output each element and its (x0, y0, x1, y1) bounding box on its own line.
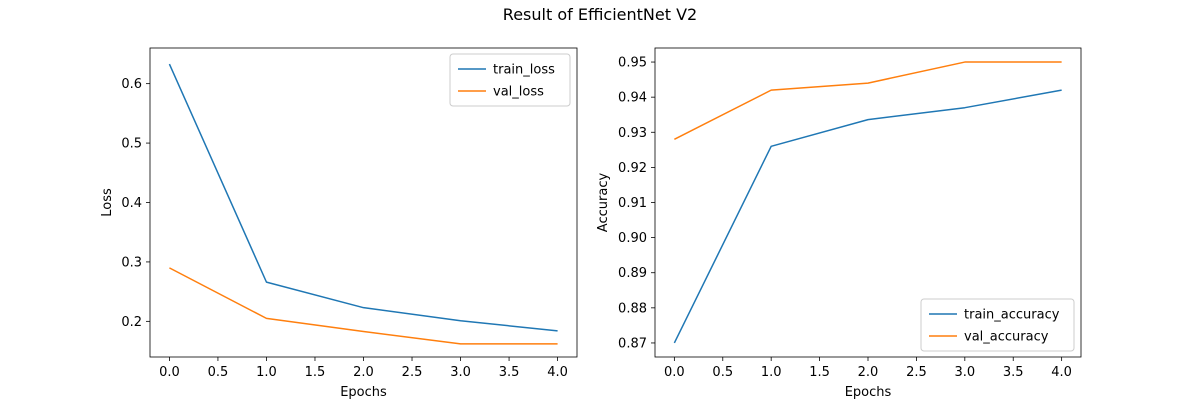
chart2-ytick-label: 0.93 (618, 126, 647, 141)
chart2-legend-label-train_accuracy: train_accuracy (964, 308, 1060, 323)
chart1-xtick-label: 0.5 (208, 365, 229, 380)
chart1-series-train_loss (168, 63, 558, 332)
chart2-xtick-label: 1.0 (761, 365, 782, 380)
chart1-xtick-label: 4.0 (547, 365, 568, 380)
chart2-series-val_accuracy (674, 61, 1062, 140)
chart2-ytick-label: 0.87 (618, 336, 647, 351)
chart2-xtick-label: 2.0 (858, 365, 879, 380)
chart1-axes-frame (149, 47, 578, 358)
chart1-series-val_loss (169, 267, 558, 345)
chart2-ytick-label: 0.91 (618, 196, 647, 211)
chart2-legend-label-val_accuracy: val_accuracy (964, 330, 1049, 345)
chart1-legend-label-train_loss: train_loss (493, 63, 555, 78)
chart2-xtick-label: 3.0 (954, 365, 975, 380)
chart2-ytick-label: 0.88 (618, 301, 647, 316)
chart2-xtick-label: 2.5 (906, 365, 927, 380)
chart2-xtick-label: 1.5 (809, 365, 830, 380)
chart2-xlabel: Epochs (845, 385, 892, 400)
chart2-ylabel: Accuracy (596, 173, 611, 233)
chart2-ytick-label: 0.90 (618, 231, 647, 246)
chart1-xtick-label: 1.0 (256, 365, 277, 380)
chart2-axes-frame (654, 47, 1082, 358)
chart1-ytick-label: 0.4 (121, 196, 142, 211)
chart1-xtick-label: 3.0 (450, 365, 471, 380)
chart2-xtick-label: 4.0 (1051, 365, 1072, 380)
chart1-ytick-label: 0.5 (121, 137, 142, 152)
chart1-ytick-label: 0.3 (121, 255, 142, 270)
chart2-ytick-label: 0.92 (618, 161, 647, 176)
chart1-ytick-label: 0.6 (121, 77, 142, 92)
chart1-legend (449, 53, 571, 107)
chart2-ytick-label: 0.94 (618, 91, 647, 106)
chart2-legend (920, 298, 1075, 352)
chart1-xtick-label: 2.0 (353, 365, 374, 380)
chart2-ytick-label: 0.95 (618, 56, 647, 71)
chart1-xtick-label: 3.5 (499, 365, 520, 380)
chart1-ytick-label: 0.2 (121, 315, 142, 330)
chart2-xtick-label: 3.5 (1003, 365, 1024, 380)
chart1-xtick-label: 0.0 (159, 365, 180, 380)
chart2-ytick-label: 0.89 (618, 266, 647, 281)
chart2-xtick-label: 0.0 (664, 365, 685, 380)
chart2-series-train_accuracy (673, 89, 1062, 344)
figure-title: Result of EfficientNet V2 (502, 5, 698, 24)
chart1-xtick-label: 1.5 (305, 365, 326, 380)
chart1-xtick-label: 2.5 (402, 365, 423, 380)
chart1-xlabel: Epochs (340, 385, 387, 400)
chart2-xtick-label: 0.5 (712, 365, 733, 380)
chart1-legend-label-val_loss: val_loss (493, 85, 544, 100)
chart1-ylabel: Loss (100, 188, 115, 217)
